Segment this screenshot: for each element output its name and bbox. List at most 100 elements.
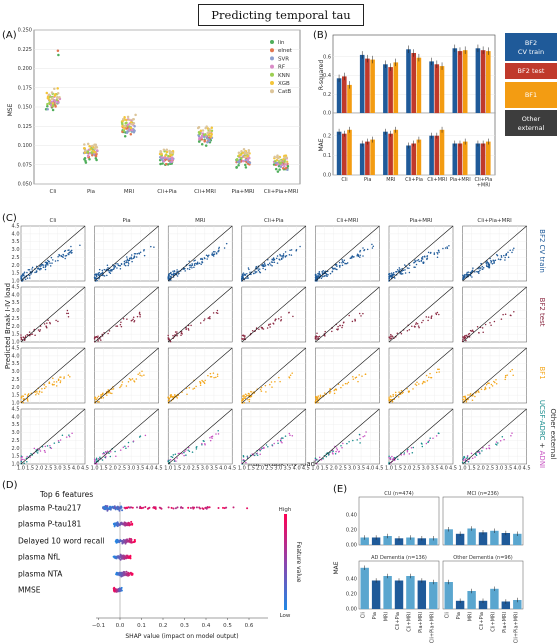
- panel-c-point: [48, 381, 51, 383]
- panel-c-point: [325, 275, 327, 277]
- panel-c-point: [21, 395, 23, 397]
- panel-c-point: [262, 263, 264, 266]
- panel-d-point: [176, 506, 179, 509]
- panel-a-point: [130, 128, 134, 132]
- panel-c-point: [113, 265, 115, 267]
- panel-c-column-title: Pia: [123, 218, 131, 224]
- panel-c-point: [210, 436, 213, 438]
- panel-a-category-label: Pia: [87, 189, 95, 195]
- panel-c-point: [512, 249, 514, 251]
- panel-c-point: [95, 277, 97, 280]
- panel-a-point: [236, 158, 239, 162]
- panel-b-bar: [434, 135, 440, 175]
- panel-c-xtick: 1.5: [100, 466, 108, 472]
- panel-b-bar: [359, 143, 365, 175]
- panel-c-point: [144, 434, 147, 437]
- panel-c-point: [79, 244, 81, 247]
- panel-d-xtick: 0.3: [180, 623, 189, 629]
- panel-c-point: [277, 439, 279, 442]
- panel-a-point: [56, 101, 60, 104]
- panel-c-point: [272, 322, 274, 325]
- panel-c-point: [394, 391, 397, 394]
- panel-c-point: [342, 442, 344, 445]
- panel-c-point: [390, 275, 392, 277]
- panel-c-point: [436, 251, 438, 254]
- panel-c-point: [408, 267, 410, 269]
- panel-c-point: [93, 276, 96, 278]
- panel-c-xtick: 2.0: [256, 466, 264, 472]
- panel-c-point: [425, 442, 428, 445]
- panel-c-point: [23, 458, 25, 461]
- panel-c-point: [463, 459, 465, 462]
- panel-c-point: [44, 445, 47, 448]
- panel-a-point: [58, 95, 61, 99]
- panel-c-point: [408, 453, 411, 455]
- panel-d-point: [117, 524, 119, 527]
- panel-d-point: [116, 507, 119, 510]
- panel-c-xtick: 3.5: [63, 466, 71, 472]
- panel-a-point: [244, 155, 247, 159]
- panel-c-point: [495, 378, 497, 381]
- panel-c-point: [345, 262, 348, 265]
- panel-c-point: [352, 376, 354, 378]
- panel-c-point: [398, 391, 400, 393]
- panel-d-point: [139, 506, 142, 509]
- panel-c-point: [108, 330, 111, 332]
- panel-c-point: [389, 336, 391, 339]
- panel-c-xtick: 2.0: [403, 466, 411, 472]
- panel-c-point: [271, 261, 274, 264]
- panel-c-point: [207, 256, 209, 258]
- panel-c-point: [143, 254, 146, 257]
- panel-b-ytick: 0.2: [323, 92, 331, 98]
- panel-c-point: [414, 325, 416, 328]
- panel-a-point: [198, 132, 201, 136]
- panel-c-point: [172, 270, 174, 273]
- panel-a-point: [164, 154, 167, 157]
- panel-a-point: [210, 132, 213, 136]
- panel-c-identity-line: [315, 347, 380, 404]
- panel-a-point: [243, 150, 247, 154]
- panel-c-point: [137, 373, 139, 375]
- panel-c-ytick: 4.5: [12, 407, 20, 413]
- panel-c-point: [421, 256, 423, 259]
- panel-c-point: [39, 268, 41, 271]
- panel-a-point: [130, 122, 133, 126]
- panel-c-point: [285, 255, 288, 257]
- panel-a-point: [281, 167, 285, 170]
- panel-c-point: [482, 331, 484, 334]
- panel-c-point: [197, 262, 199, 265]
- panel-b-bar: [336, 131, 342, 175]
- panel-c-point: [124, 264, 127, 267]
- panel-c-point: [209, 437, 211, 439]
- panel-c-point: [280, 316, 282, 318]
- panel-d-point: [127, 574, 129, 577]
- panel-c-point: [467, 460, 470, 463]
- panel-c-point: [500, 255, 503, 257]
- panel-c-point: [327, 274, 329, 276]
- panel-c-point: [33, 447, 36, 450]
- panel-e-category-label: Cli+MRI: [406, 612, 412, 632]
- panel-c-ytick: 2.5: [12, 377, 20, 383]
- panel-c-point: [50, 256, 53, 259]
- panel-c-point: [38, 448, 41, 451]
- legend-marker-catb: [270, 89, 274, 94]
- panel-d-point: [158, 506, 161, 509]
- panel-c-point: [23, 397, 25, 400]
- panel-c-xtick: 2.5: [339, 466, 347, 472]
- panel-e-category-label: Pia+MRI: [418, 612, 424, 633]
- panel-b-bar: [370, 59, 375, 113]
- legend-other-external-line1: Other: [522, 115, 541, 123]
- panel-c-point: [29, 277, 31, 279]
- panel-c-point: [347, 381, 350, 384]
- panel-c-point: [274, 319, 276, 322]
- panel-c-point: [22, 395, 25, 397]
- panel-c-point: [212, 312, 215, 314]
- panel-e-subplot-title: Other Dementia (n=96): [453, 555, 513, 561]
- panel-c-point: [95, 275, 98, 278]
- panel-c-point: [352, 378, 355, 380]
- panel-c-xtick: 1.0: [311, 466, 319, 472]
- panel-c-point: [57, 320, 59, 323]
- panel-c-point: [199, 380, 201, 383]
- panel-c-point: [269, 323, 272, 325]
- panel-c-point: [490, 262, 492, 264]
